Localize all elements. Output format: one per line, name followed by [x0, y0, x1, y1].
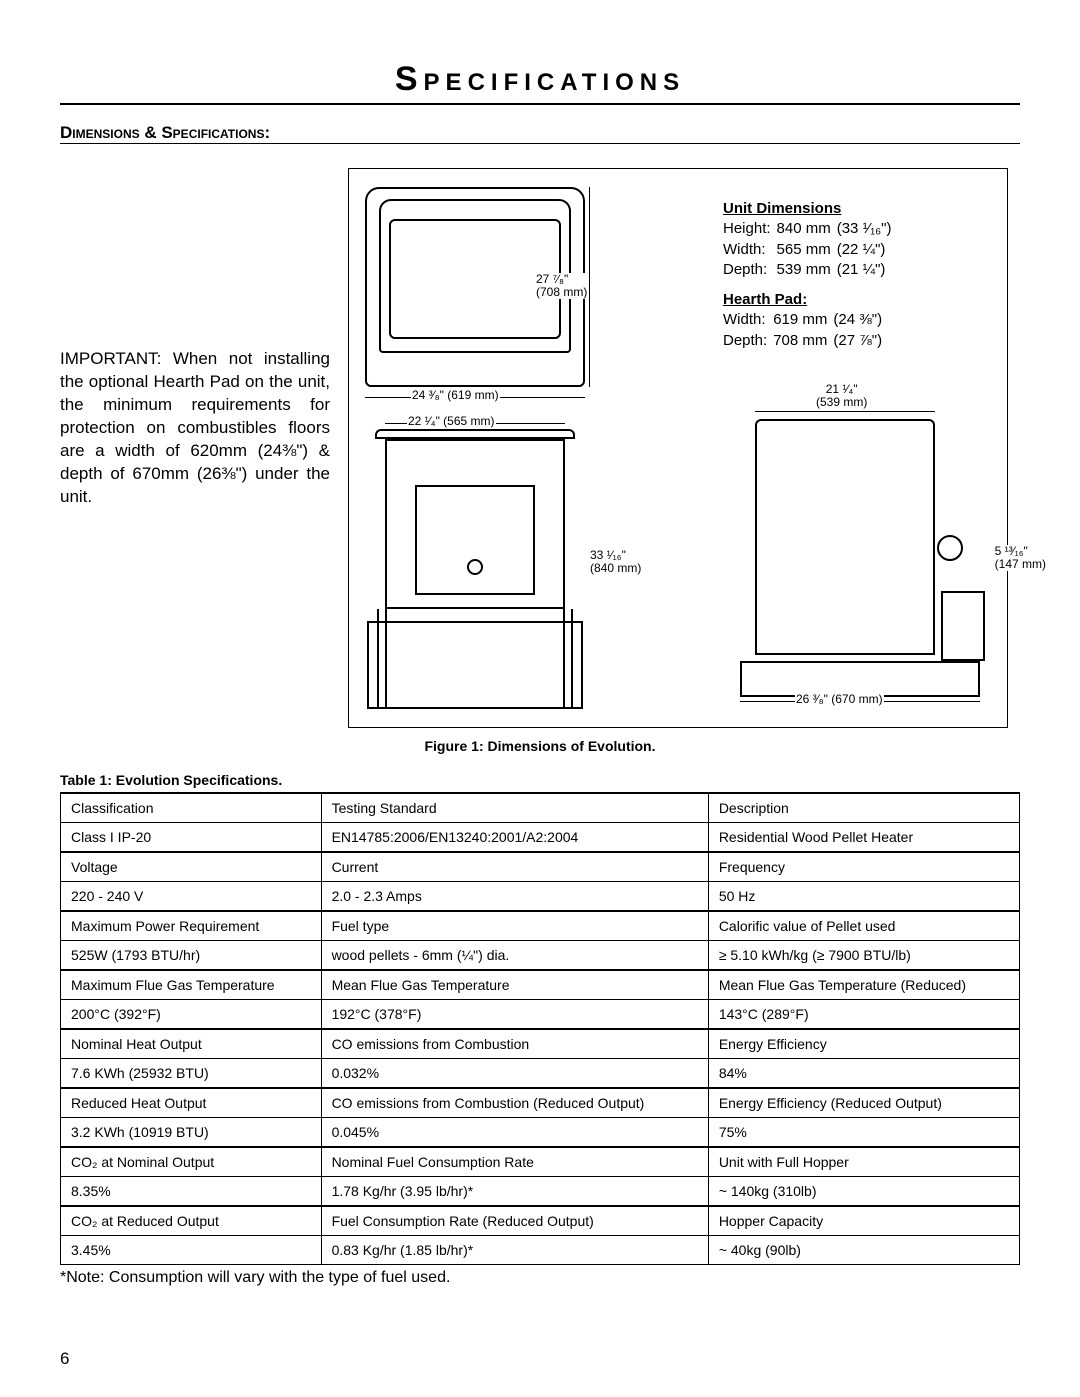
dim-line	[589, 187, 590, 387]
dim-cell: (24 ⅜")	[833, 310, 888, 330]
spec-label: Testing Standard	[321, 793, 708, 823]
spec-label: Calorific value of Pellet used	[708, 911, 1019, 941]
dim-front-width: 22 ¹⁄₄" (565 mm)	[407, 415, 496, 428]
dim-top-width: 24 ³⁄₈" (619 mm)	[411, 389, 500, 402]
spec-label: CO₂ at Nominal Output	[61, 1147, 322, 1177]
important-note: IMPORTANT: When not installing the optio…	[60, 168, 330, 509]
spec-label: Energy Efficiency	[708, 1029, 1019, 1059]
spec-value: 2.0 - 2.3 Amps	[321, 882, 708, 912]
spec-label: Fuel Consumption Rate (Reduced Output)	[321, 1206, 708, 1236]
dim-side-depth: 26 ³⁄₈" (670 mm)	[795, 693, 884, 706]
unit-dims-heading: Unit Dimensions	[723, 199, 993, 219]
spec-value: wood pellets - 6mm (¼") dia.	[321, 941, 708, 971]
spec-value: 220 - 240 V	[61, 882, 322, 912]
dim-cell: Depth:	[723, 260, 777, 280]
spec-label: Unit with Full Hopper	[708, 1147, 1019, 1177]
dim-cell: 708 mm	[773, 331, 833, 351]
dim-side-foot: 5 ¹³⁄₁₆" (147 mm)	[994, 545, 1047, 571]
spec-value: ~ 140kg (310lb)	[708, 1177, 1019, 1207]
dim-cell: Width:	[723, 240, 777, 260]
spec-label: Mean Flue Gas Temperature (Reduced)	[708, 970, 1019, 1000]
dim-cell: Depth:	[723, 331, 773, 351]
page-title: Specifications	[60, 60, 1020, 99]
dim-cell: 840 mm	[777, 219, 837, 239]
spec-label: CO₂ at Reduced Output	[61, 1206, 322, 1236]
dim-cell: Width:	[723, 310, 773, 330]
spec-label: Current	[321, 852, 708, 882]
spec-value: 3.45%	[61, 1236, 322, 1265]
dim-line	[755, 411, 935, 412]
table-footnote: *Note: Consumption will vary with the ty…	[60, 1269, 1020, 1287]
dim-cell: 619 mm	[773, 310, 833, 330]
spec-label: Voltage	[61, 852, 322, 882]
spec-value: 8.35%	[61, 1177, 322, 1207]
spec-value: 525W (1793 BTU/hr)	[61, 941, 322, 971]
spec-label: Reduced Heat Output	[61, 1088, 322, 1118]
dim-cell: 539 mm	[777, 260, 837, 280]
spec-label: CO emissions from Combustion (Reduced Ou…	[321, 1088, 708, 1118]
spec-value: 143°C (289°F)	[708, 1000, 1019, 1030]
hearth-pad-heading: Hearth Pad:	[723, 290, 993, 310]
spec-value: 0.045%	[321, 1118, 708, 1148]
spec-value: ≥ 5.10 kWh/kg (≥ 7900 BTU/lb)	[708, 941, 1019, 971]
spec-value: 75%	[708, 1118, 1019, 1148]
spec-value: 1.78 Kg/hr (3.95 lb/hr)*	[321, 1177, 708, 1207]
page-number: 6	[60, 1349, 69, 1369]
dim-front-height: 33 ¹⁄₁₆" (840 mm)	[589, 549, 642, 575]
dim-cell: (22 ¼")	[837, 240, 898, 260]
spec-label: Fuel type	[321, 911, 708, 941]
dimension-text-block: Unit Dimensions Height:840 mm(33 ¹⁄₁₆") W…	[723, 189, 993, 351]
dim-cell: Height:	[723, 219, 777, 239]
spec-value: Residential Wood Pellet Heater	[708, 823, 1019, 853]
dim-cell: (33 ¹⁄₁₆")	[837, 219, 898, 239]
dimensions-figure: 27 ⁷⁄₈" (708 mm) 24 ³⁄₈" (619 mm) 22 ¹⁄₄…	[348, 168, 1008, 728]
spec-value: 50 Hz	[708, 882, 1019, 912]
spec-label: CO emissions from Combustion	[321, 1029, 708, 1059]
dim-cell: (27 ⅞")	[833, 331, 888, 351]
spec-label: Maximum Power Requirement	[61, 911, 322, 941]
spec-value: 192°C (378°F)	[321, 1000, 708, 1030]
spec-value: Class I IP-20	[61, 823, 322, 853]
spec-label: Frequency	[708, 852, 1019, 882]
spec-label: Maximum Flue Gas Temperature	[61, 970, 322, 1000]
spec-label: Energy Efficiency (Reduced Output)	[708, 1088, 1019, 1118]
spec-value: 200°C (392°F)	[61, 1000, 322, 1030]
side-view-diagram: 21 ¹⁄₄" (539 mm) 5 ¹³⁄₁₆" (147 mm) 26 ³⁄…	[735, 405, 995, 705]
spec-label: Nominal Fuel Consumption Rate	[321, 1147, 708, 1177]
dim-side-top: 21 ¹⁄₄" (539 mm)	[815, 383, 868, 409]
spec-value: EN14785:2006/EN13240:2001/A2:2004	[321, 823, 708, 853]
dim-top-depth: 27 ⁷⁄₈" (708 mm)	[535, 273, 588, 299]
spec-value: ~ 40kg (90lb)	[708, 1236, 1019, 1265]
spec-value: 3.2 KWh (10919 BTU)	[61, 1118, 322, 1148]
spec-value: 84%	[708, 1059, 1019, 1089]
spec-label: Description	[708, 793, 1019, 823]
spec-label: Mean Flue Gas Temperature	[321, 970, 708, 1000]
section-heading: Dimensions & Specifications:	[60, 123, 1020, 144]
specifications-table: ClassificationTesting StandardDescriptio…	[60, 792, 1020, 1265]
dim-cell: 565 mm	[777, 240, 837, 260]
spec-value: 7.6 KWh (25932 BTU)	[61, 1059, 322, 1089]
title-rule	[60, 103, 1020, 105]
spec-label: Hopper Capacity	[708, 1206, 1019, 1236]
table-title: Table 1: Evolution Specifications.	[60, 772, 1020, 788]
dim-cell: (21 ¼")	[837, 260, 898, 280]
spec-label: Classification	[61, 793, 322, 823]
front-view-diagram	[365, 429, 585, 709]
figure-caption: Figure 1: Dimensions of Evolution.	[60, 738, 1020, 754]
spec-value: 0.83 Kg/hr (1.85 lb/hr)*	[321, 1236, 708, 1265]
spec-label: Nominal Heat Output	[61, 1029, 322, 1059]
spec-value: 0.032%	[321, 1059, 708, 1089]
